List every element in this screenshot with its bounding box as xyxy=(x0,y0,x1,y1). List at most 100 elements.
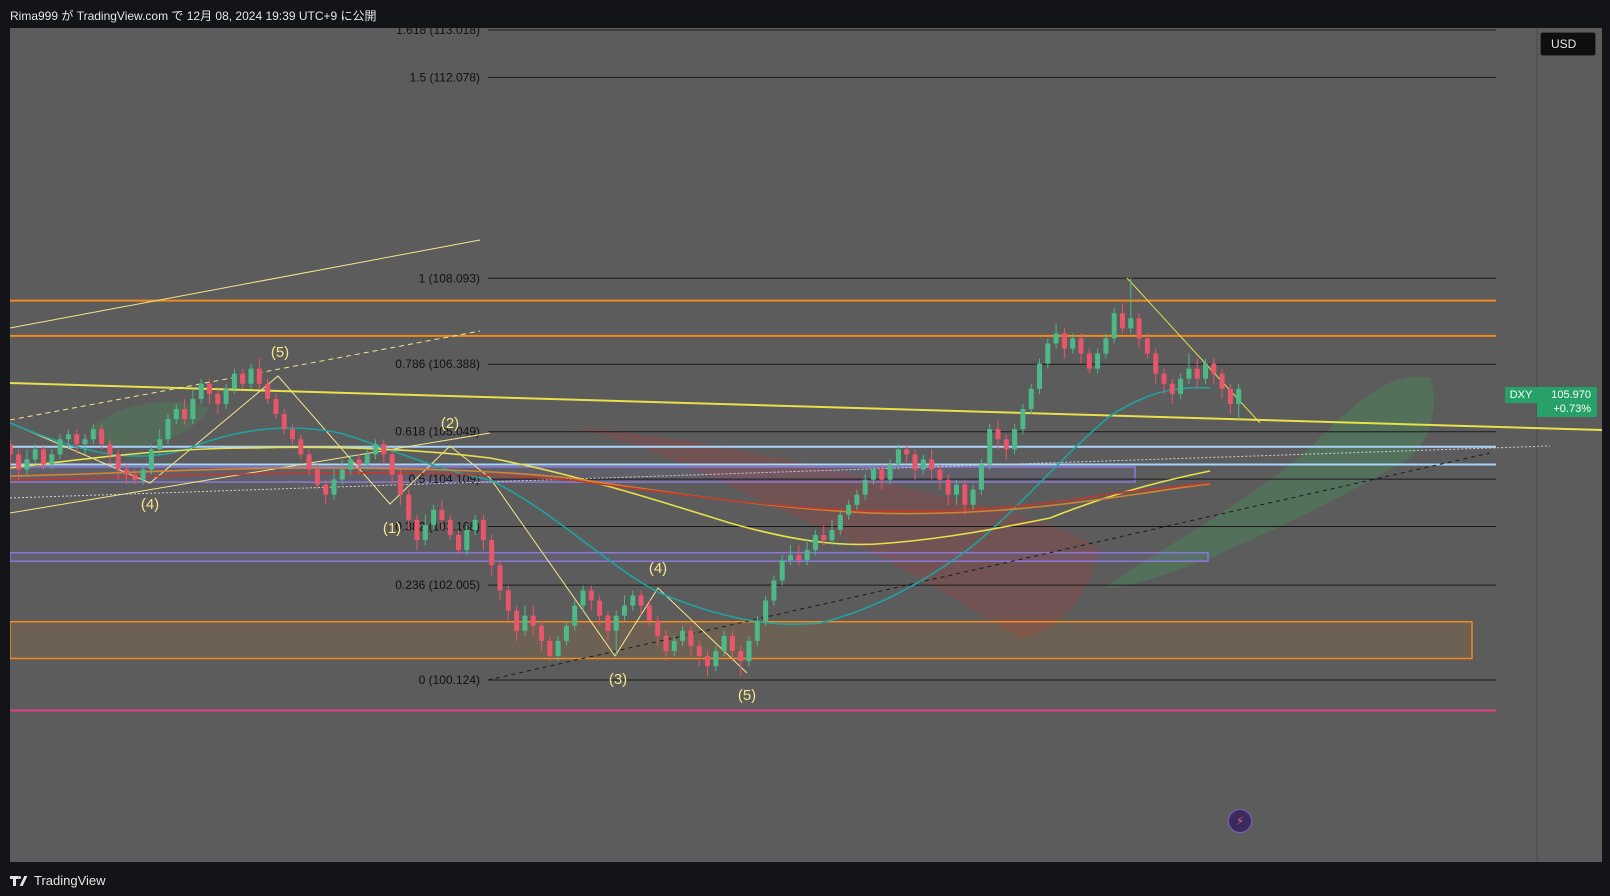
tradingview-logo-text: TradingView xyxy=(34,873,106,888)
fib-level-label-0: 1.618 (113.018) xyxy=(396,28,480,37)
candle-body-96 xyxy=(804,550,810,561)
candle-body-24 xyxy=(207,383,212,394)
candle-body-145 xyxy=(1211,363,1217,374)
candle-body-38 xyxy=(323,484,329,495)
candle-body-50 xyxy=(422,524,428,541)
candle-body-10 xyxy=(90,429,96,440)
fib-level-label-8: 0 (100.124) xyxy=(419,673,480,687)
candle-body-125 xyxy=(1045,343,1051,364)
lightning-icon[interactable]: ⚡ xyxy=(1228,809,1252,833)
candle-body-39 xyxy=(331,479,337,495)
symbol-tag: DXY xyxy=(1505,387,1537,403)
candle-body-119 xyxy=(995,429,1001,440)
price-scale-panel[interactable] xyxy=(1537,28,1602,862)
candle-body-42 xyxy=(356,459,362,465)
currency-button[interactable]: USD xyxy=(1540,32,1596,56)
wave-label-0: (5) xyxy=(271,344,289,361)
candle-body-20 xyxy=(173,408,179,420)
candle-body-75 xyxy=(630,595,636,606)
publish-header: Rima999 が TradingView.com で 12月 08, 2024… xyxy=(0,0,1610,28)
last-price-value: 105.970 xyxy=(1551,389,1591,401)
candle-body-49 xyxy=(414,519,420,541)
candle-body-48 xyxy=(406,494,412,520)
candle-body-51 xyxy=(431,509,437,525)
candle-body-46 xyxy=(389,454,395,475)
candle-body-40 xyxy=(339,469,345,480)
candle-body-136 xyxy=(1136,318,1142,339)
candle-body-33 xyxy=(281,414,287,430)
candle-body-117 xyxy=(978,464,984,490)
trendline-4 xyxy=(9,445,1551,499)
candle-body-102 xyxy=(854,494,860,505)
candle-body-45 xyxy=(381,444,387,455)
candle-body-60 xyxy=(505,590,511,611)
trendline-2 xyxy=(9,330,481,421)
tradingview-logo[interactable]: TradingView xyxy=(10,873,106,888)
candle-body-17 xyxy=(148,449,154,470)
publish-info: Rima999 が TradingView.com で 12月 08, 2024… xyxy=(10,9,377,23)
candle-body-9 xyxy=(82,439,88,445)
candle-body-97 xyxy=(812,535,818,551)
candle-body-122 xyxy=(1020,408,1026,430)
chart-area[interactable]: 1.618 (113.018) 1.5 (112.078) 1 (108.093) 0… xyxy=(7,23,1603,862)
candle-body-135 xyxy=(1128,318,1134,329)
candle-body-16 xyxy=(140,469,146,480)
candle-body-101 xyxy=(846,504,852,515)
candle-body-139 xyxy=(1161,373,1167,384)
candle-body-120 xyxy=(1003,439,1009,450)
last-price-tag: 105.970 +0.73% xyxy=(1537,387,1597,417)
candle-body-28 xyxy=(240,373,246,384)
candles-layer xyxy=(7,277,1242,677)
candle-body-131 xyxy=(1095,353,1101,369)
candle-body-68 xyxy=(572,605,578,626)
elliott-wave-layer: (5) (4) (2) (1) (3) (4) (5) xyxy=(141,344,756,704)
candle-body-44 xyxy=(373,444,378,455)
candle-body-26 xyxy=(223,388,229,404)
candle-body-21 xyxy=(182,408,188,420)
candle-body-37 xyxy=(314,469,320,485)
candle-body-87 xyxy=(729,635,735,651)
candle-body-89 xyxy=(746,640,752,662)
fib-level-label-1: 1.5 (112.078) xyxy=(410,70,481,84)
candle-body-74 xyxy=(622,605,627,616)
candle-body-18 xyxy=(157,439,163,450)
candle-body-63 xyxy=(530,615,536,626)
trendlines-layer xyxy=(9,239,1603,681)
candle-body-91 xyxy=(763,600,769,621)
candle-body-103 xyxy=(862,479,868,495)
candle-body-81 xyxy=(680,630,686,641)
ema-fast-line xyxy=(9,386,1211,626)
candle-body-115 xyxy=(962,484,968,505)
candle-body-133 xyxy=(1111,313,1117,339)
candle-body-88 xyxy=(738,650,744,662)
wave-label-5: (4) xyxy=(649,560,667,577)
candle-body-92 xyxy=(771,580,777,601)
moving-averages-layer xyxy=(9,386,1211,626)
candle-body-129 xyxy=(1078,338,1084,354)
candle-body-121 xyxy=(1012,429,1018,450)
candle-body-109 xyxy=(912,454,918,470)
candle-body-77 xyxy=(646,605,652,621)
candle-body-147 xyxy=(1227,388,1233,404)
candle-body-79 xyxy=(663,635,669,651)
candle-body-143 xyxy=(1194,368,1200,379)
candle-body-78 xyxy=(655,620,661,636)
fib-level-label-2: 1 (108.093) xyxy=(419,271,480,285)
wave-label-1: (4) xyxy=(141,496,159,513)
candle-body-69 xyxy=(580,590,586,606)
candle-body-118 xyxy=(987,429,993,465)
candle-body-114 xyxy=(954,484,959,495)
fib-level-label-7: 0.236 (102.005) xyxy=(395,578,480,592)
price-chart[interactable]: 1.618 (113.018) 1.5 (112.078) 1 (108.093) 0… xyxy=(7,23,1603,862)
candle-body-137 xyxy=(1144,338,1150,354)
candle-body-84 xyxy=(705,656,710,667)
candle-body-124 xyxy=(1037,363,1042,389)
candle-body-110 xyxy=(920,459,926,470)
fib-level-label-4: 0.618 (105.049) xyxy=(395,425,480,439)
candle-body-127 xyxy=(1061,333,1067,349)
candle-body-1 xyxy=(16,454,22,470)
zone-box-0 xyxy=(9,466,1136,483)
candle-body-35 xyxy=(298,439,304,455)
trendline-5 xyxy=(487,452,1491,681)
candle-body-86 xyxy=(721,635,727,651)
